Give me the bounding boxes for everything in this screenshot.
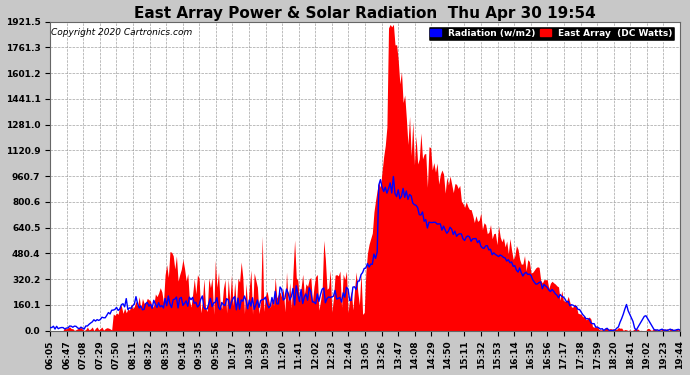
Legend: Radiation (w/m2), East Array  (DC Watts): Radiation (w/m2), East Array (DC Watts) (428, 26, 676, 40)
Text: Copyright 2020 Cartronics.com: Copyright 2020 Cartronics.com (52, 28, 193, 37)
Title: East Array Power & Solar Radiation  Thu Apr 30 19:54: East Array Power & Solar Radiation Thu A… (134, 6, 596, 21)
